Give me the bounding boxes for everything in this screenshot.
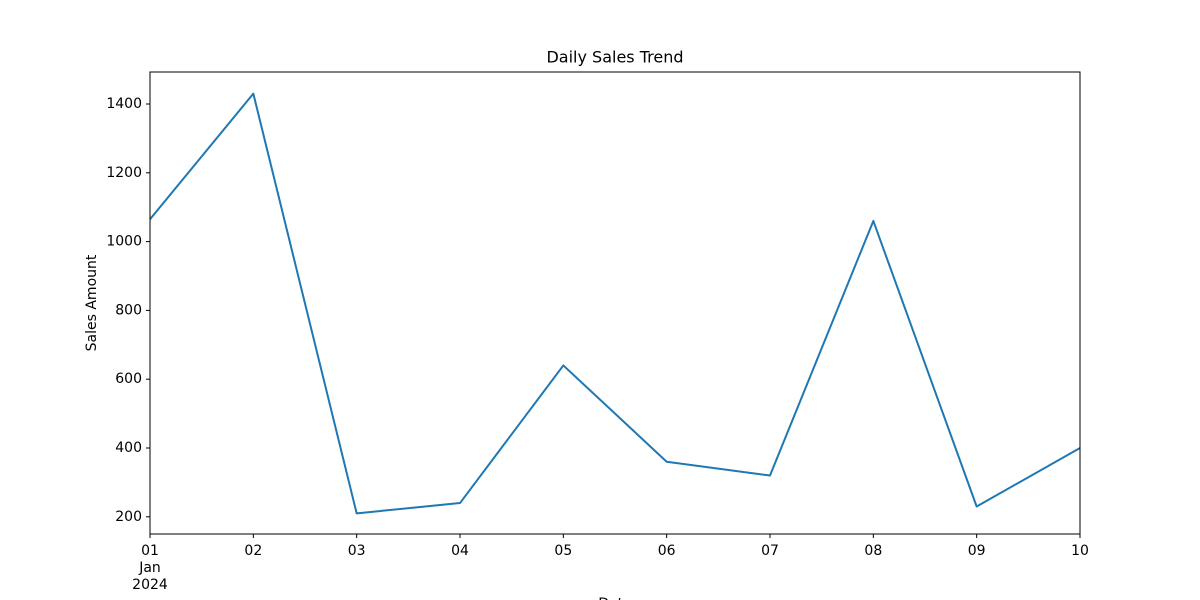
y-tick-label: 200 (115, 509, 142, 525)
y-tick-label: 1000 (106, 234, 142, 250)
x-tick-label: 02 (244, 543, 262, 559)
y-tick-label: 400 (115, 440, 142, 456)
x-tick-label: 04 (451, 543, 469, 559)
x-tick-label: 06 (658, 543, 676, 559)
x-tick-label: 03 (348, 543, 366, 559)
line-series (149, 92, 1081, 515)
x-tick-label: 01 Jan 2024 (132, 543, 168, 593)
x-tick-label: 08 (864, 543, 882, 559)
y-axis-label: Sales Amount (84, 254, 100, 351)
plot-frame (149, 71, 1081, 535)
y-tick-label: 1200 (106, 165, 142, 181)
x-axis-label: Date (598, 596, 631, 600)
y-tick-label: 600 (115, 371, 142, 387)
y-tick-label: 1400 (106, 96, 142, 112)
x-tick-label: 07 (761, 543, 779, 559)
x-tick-label: 05 (554, 543, 572, 559)
x-tick-label: 09 (968, 543, 986, 559)
y-tick-label: 800 (115, 302, 142, 318)
chart-title: Daily Sales Trend (546, 48, 683, 67)
x-tick-label: 10 (1071, 543, 1089, 559)
